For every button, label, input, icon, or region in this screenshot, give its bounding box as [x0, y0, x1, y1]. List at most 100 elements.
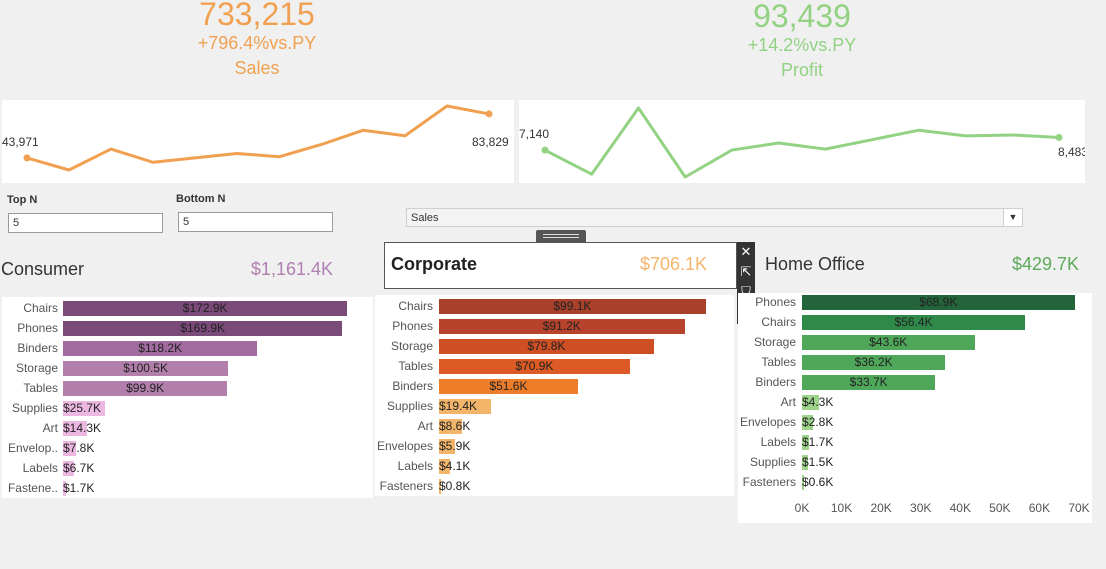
sales-start-label: 43,971	[2, 135, 39, 149]
category-label: Chairs	[23, 301, 58, 315]
close-icon[interactable]: ✕	[740, 244, 752, 259]
sales-label: Sales	[234, 58, 280, 78]
axis-tick-label: 20K	[870, 501, 892, 515]
bar-value-label: $99.9K	[126, 381, 165, 395]
bar-value-label: $2.8K	[802, 415, 834, 429]
category-label: Supplies	[11, 401, 58, 415]
category-label: Art	[780, 395, 796, 409]
category-label: Labels	[397, 459, 433, 473]
category-label: Art	[417, 419, 433, 433]
bar-value-label: $8.6K	[439, 419, 471, 433]
bar[interactable]	[439, 419, 463, 434]
axis-tick-label: 70K	[1068, 501, 1090, 515]
sales-trend-line	[26, 104, 490, 172]
bar[interactable]	[802, 335, 975, 350]
bar-value-label: $5.9K	[439, 439, 471, 453]
bar[interactable]	[439, 459, 451, 474]
category-label: Phones	[17, 321, 58, 335]
measure-selected-value: Sales	[411, 212, 439, 224]
bar[interactable]	[802, 475, 805, 490]
bottom-n-input[interactable]: 5	[178, 212, 333, 232]
bar[interactable]	[63, 321, 343, 336]
bar[interactable]	[63, 421, 87, 436]
sales-sparkline: 43,971 83,829	[2, 100, 514, 183]
bar[interactable]	[63, 341, 258, 356]
chevron-down-icon[interactable]: ▼	[1003, 209, 1022, 226]
bar[interactable]	[63, 481, 66, 496]
bar-value-label: $91.2K	[542, 319, 581, 333]
category-label: Labels	[22, 461, 58, 475]
profit-end-point	[1055, 133, 1063, 141]
bar[interactable]	[802, 455, 808, 470]
profit-sparkline: 7,140 8,483	[519, 100, 1085, 183]
bar[interactable]	[439, 479, 442, 494]
filter-icon[interactable]: ⛉	[741, 284, 751, 299]
bar[interactable]	[802, 375, 936, 390]
bar-value-label: $14.3K	[63, 421, 102, 435]
bar[interactable]	[63, 441, 76, 456]
bar[interactable]	[802, 395, 820, 410]
category-label: Tables	[398, 359, 433, 373]
bar[interactable]	[439, 299, 706, 314]
bar-value-label: $19.4K	[439, 399, 478, 413]
bar[interactable]	[802, 435, 809, 450]
bar[interactable]	[439, 399, 492, 414]
bar[interactable]	[439, 319, 685, 334]
consumer-bar-chart: Chairs $172.9K Phones $169.9K Binders $118.2K…	[2, 297, 373, 498]
bar-value-label: $99.1K	[553, 299, 592, 313]
measure-dropdown[interactable]: Sales ▼	[406, 208, 1023, 227]
corporate-title: Corporate	[391, 254, 478, 274]
profit-kpi: 93,439 +14.2%vs.PY Profit	[702, 0, 902, 81]
category-label: Storage	[15, 361, 58, 375]
category-label: Binders	[392, 379, 433, 393]
consumer-total: $1,161.4K	[250, 259, 333, 279]
top-n-input[interactable]: 5	[8, 213, 163, 233]
bar[interactable]	[63, 461, 75, 476]
bar-value-label: $56.4K	[894, 315, 933, 329]
drag-handle[interactable]	[536, 230, 586, 243]
home-office-total: $429.7K	[1011, 254, 1079, 274]
profit-sparkline-chart: 7,140 8,483	[519, 106, 1085, 179]
bar-value-label: $4.1K	[439, 459, 471, 473]
bar-value-label: $68.9K	[919, 295, 958, 309]
bar[interactable]	[802, 355, 946, 370]
bar-value-label: $79.8K	[527, 339, 566, 353]
home-office-bar-chart: Phones $68.9K Chairs $56.4K Storage $43.6K Tab…	[738, 293, 1092, 523]
bar-value-label: $36.2K	[854, 355, 893, 369]
bar[interactable]	[439, 339, 654, 354]
category-label: Chairs	[761, 315, 796, 329]
bar[interactable]	[802, 415, 814, 430]
bar[interactable]	[63, 301, 348, 316]
category-label: Tables	[23, 381, 58, 395]
category-label: Binders	[17, 341, 58, 355]
profit-value: 93,439	[753, 0, 851, 34]
open-external-icon[interactable]: ⇱	[740, 264, 752, 279]
category-label: Art	[42, 421, 58, 435]
sales-change: +796.4%vs.PY	[197, 33, 317, 53]
category-label: Storage	[390, 339, 433, 353]
bar-value-label: $43.6K	[869, 335, 908, 349]
bar[interactable]	[63, 361, 229, 376]
bar[interactable]	[439, 439, 455, 454]
profit-start-point	[541, 146, 549, 154]
corporate-header-selected[interactable]: Corporate $706.1K	[384, 242, 737, 289]
corporate-total: $706.1K	[639, 254, 707, 274]
consumer-title: Consumer	[1, 259, 85, 279]
bar[interactable]	[63, 381, 228, 396]
axis-tick-label: 10K	[830, 501, 853, 515]
profit-start-label: 7,140	[519, 127, 549, 141]
category-label: Fasteners	[379, 479, 433, 493]
bar-value-label: $25.7K	[63, 401, 102, 415]
bar[interactable]	[802, 295, 1075, 310]
axis-tick-label: 40K	[949, 501, 971, 515]
bar[interactable]	[63, 401, 106, 416]
sales-kpi: 733,215 +796.4%vs.PY Sales	[157, 0, 357, 79]
bar[interactable]	[439, 379, 578, 394]
category-label: Envelopes	[739, 415, 796, 429]
sales-end-label: 83,829	[472, 135, 509, 149]
bar[interactable]	[439, 359, 630, 374]
profit-change: +14.2%vs.PY	[747, 35, 857, 55]
bar[interactable]	[802, 315, 1026, 330]
home-office-title: Home Office	[765, 254, 865, 274]
bar-value-label: $0.8K	[439, 479, 471, 493]
